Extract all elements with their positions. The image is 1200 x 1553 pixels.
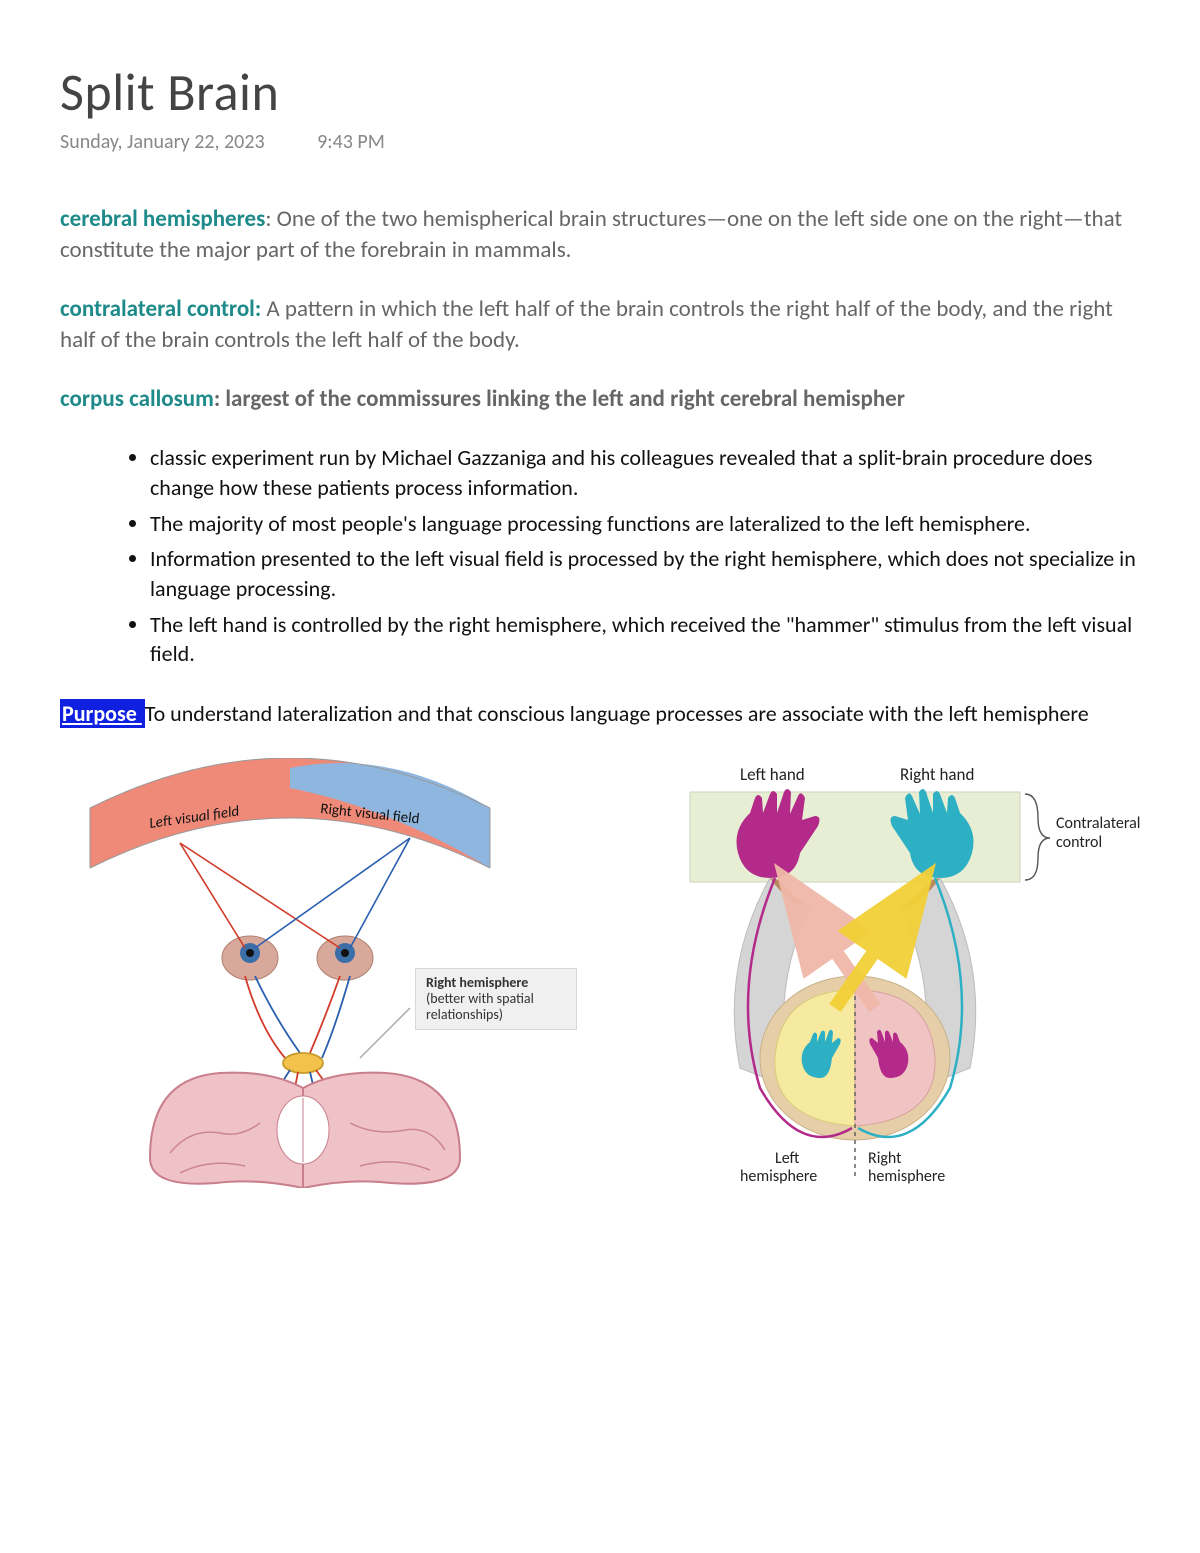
bullet-item: Information presented to the left visual…: [150, 544, 1150, 603]
def-cerebral-hemispheres: cerebral hemispheres: One of the two hem…: [60, 204, 1150, 266]
figure-contralateral: Left hand Right hand: [620, 758, 1140, 1188]
callout-sub: (better with spatial relationships): [426, 991, 566, 1023]
def-corpus-callosum: corpus callosum: largest of the commissu…: [60, 384, 1150, 415]
def-text-3: : largest of the commissures linking the…: [214, 385, 905, 413]
meta-date: Sunday, January 22, 2023: [60, 130, 265, 154]
bullet-item: The majority of most people's language p…: [150, 509, 1150, 539]
figures-row: Left visual field Right visual field: [60, 758, 1150, 1188]
def-contralateral-control: contralateral control: A pattern in whic…: [60, 294, 1150, 356]
page-meta: Sunday, January 22, 2023 9:43 PM: [60, 130, 1150, 154]
bullet-list: classic experiment run by Michael Gazzan…: [60, 443, 1150, 669]
visual-field-screen: Left visual field Right visual field: [90, 758, 490, 868]
label-right-hem-2: hemisphere: [868, 1167, 945, 1186]
label-left-hem-1: Left: [775, 1149, 800, 1168]
callout-pointer: [360, 1008, 410, 1058]
page-title: Split Brain: [60, 60, 1150, 124]
figure-visual-fields: Left visual field Right visual field: [60, 758, 580, 1188]
callout-title: Right hemisphere: [426, 975, 566, 991]
label-right-hem-1: Right: [868, 1149, 902, 1168]
term-contralateral-control: contralateral control:: [60, 295, 261, 323]
term-cerebral-hemispheres: cerebral hemispheres: [60, 205, 265, 233]
eyes: [222, 936, 373, 980]
bullet-item: The left hand is controlled by the right…: [150, 610, 1150, 669]
bullet-item: classic experiment run by Michael Gazzan…: [150, 443, 1150, 502]
label-left-hem-2: hemisphere: [740, 1167, 817, 1186]
label-left-hand: Left hand: [740, 764, 805, 785]
brace-icon: [1025, 794, 1050, 880]
label-right-hand: Right hand: [900, 764, 974, 785]
meta-time: 9:43 PM: [317, 130, 385, 154]
callout-right-hemisphere: Right hemisphere (better with spatial re…: [415, 968, 577, 1030]
label-contralateral: Contralateral control: [1056, 814, 1146, 852]
head-top: [760, 976, 950, 1178]
purpose-line: Purpose To understand lateralization and…: [60, 699, 1150, 730]
term-corpus-callosum: corpus callosum: [60, 385, 214, 413]
field-lines: [180, 838, 410, 948]
purpose-badge: Purpose: [60, 699, 145, 728]
brain-top: [150, 1072, 460, 1187]
purpose-text: To understand lateralization and that co…: [145, 700, 1089, 727]
